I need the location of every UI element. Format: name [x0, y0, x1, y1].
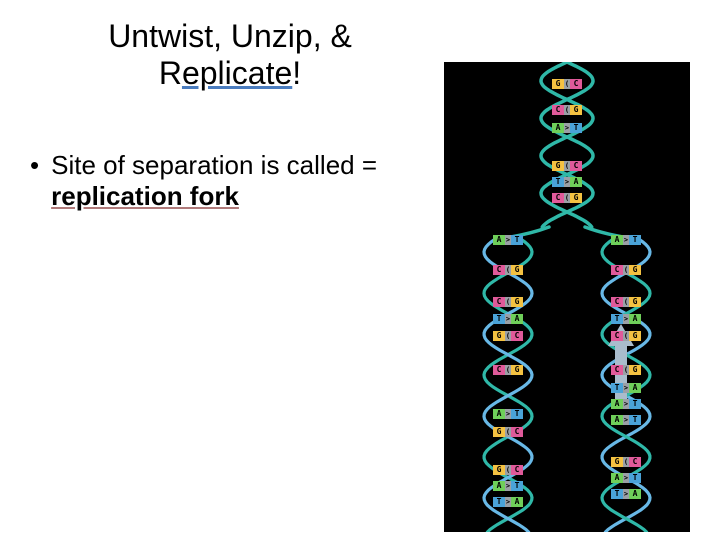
dna-diagram-panel: G(C C(G A>T G(C T>A C(G A>T C(G C(G T>A G(C C(G A>T G…: [444, 62, 690, 532]
base-pair: G(C: [493, 331, 523, 341]
base-pair: G(C: [493, 465, 523, 475]
base-pair: C(G: [611, 265, 641, 275]
title-prefix: R: [159, 55, 182, 91]
slide-title: Untwist, Unzip, & Replicate!: [80, 18, 380, 92]
base-pair: T>A: [493, 497, 523, 507]
base-pair: T>A: [611, 383, 641, 393]
bullet-item: • Site of separation is called = replica…: [30, 150, 420, 212]
bullet-marker: •: [30, 150, 39, 181]
base-pair: T>A: [552, 177, 582, 187]
base-pair: G(C: [493, 427, 523, 437]
title-line-1: Untwist, Unzip, &: [108, 18, 352, 54]
base-pair: A>T: [611, 235, 641, 245]
title-underlined: eplicate: [182, 55, 292, 91]
base-pair: C(G: [493, 265, 523, 275]
base-pair: G(C: [552, 79, 582, 89]
base-pair: C(G: [552, 193, 582, 203]
base-pair: A>T: [493, 235, 523, 245]
base-pair: C(G: [611, 297, 641, 307]
base-pair: A>T: [611, 415, 641, 425]
base-pair: C(G: [552, 105, 582, 115]
base-pair: G(C: [611, 457, 641, 467]
base-pair: A>T: [552, 123, 582, 133]
base-pair: C(G: [611, 365, 641, 375]
base-pair: C(G: [493, 297, 523, 307]
base-pair: G(C: [552, 161, 582, 171]
base-pair: T>A: [611, 489, 641, 499]
bullet-keyword: replication fork: [51, 181, 239, 211]
bullet-text: Site of separation is called = replicati…: [51, 150, 420, 212]
base-pair: T>A: [611, 314, 641, 324]
base-pair: A>T: [611, 473, 641, 483]
base-pair: C(G: [611, 331, 641, 341]
base-pair: A>T: [611, 399, 641, 409]
base-pair: T>A: [493, 314, 523, 324]
base-pair: C(G: [493, 365, 523, 375]
base-pair: A>T: [493, 409, 523, 419]
title-suffix: !: [292, 55, 301, 91]
bullet-lead: Site of separation is called =: [51, 150, 377, 180]
base-pair: A>T: [493, 481, 523, 491]
